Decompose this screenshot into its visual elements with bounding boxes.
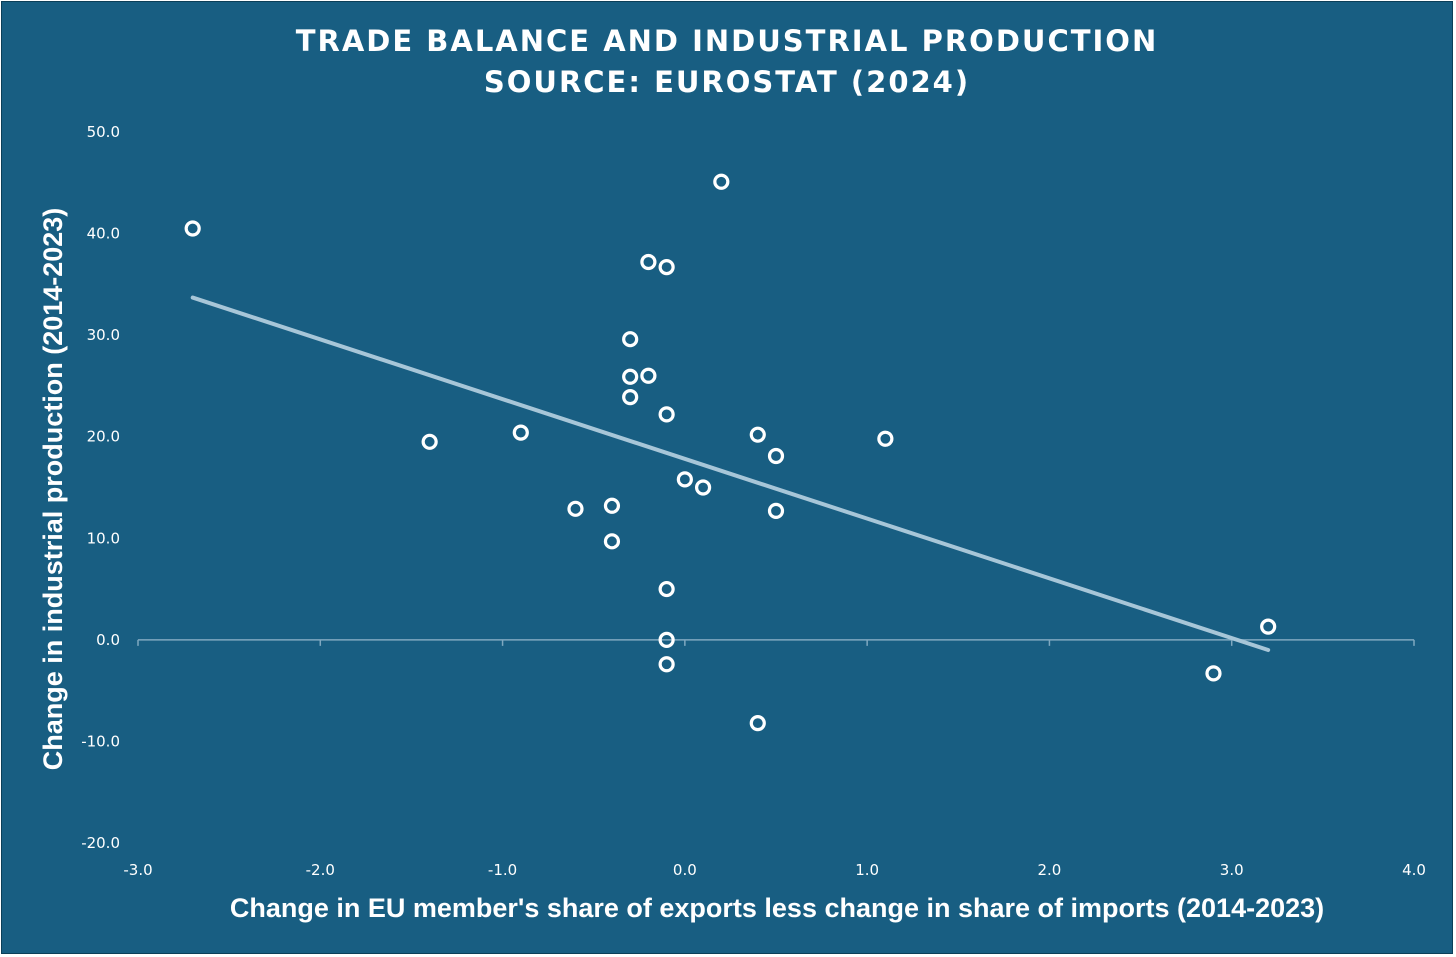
data-point xyxy=(567,500,584,517)
data-point xyxy=(767,447,785,465)
x-tick-label: -3.0 xyxy=(123,861,152,879)
axis-layer xyxy=(137,639,1415,646)
y-tick-label: 20.0 xyxy=(87,428,120,446)
x-tick-label: 2.0 xyxy=(1037,861,1061,879)
y-tick-label: 50.0 xyxy=(87,123,120,141)
data-point xyxy=(603,533,621,550)
data-points xyxy=(184,173,1277,732)
tick-labels: -3.0 -2.0 -1.0 0.0 1.0 2.0 3.0 4.0 50.0 40.0 30.0 2… xyxy=(81,123,1426,879)
x-axis-title: Change in EU member's share of exports l… xyxy=(230,893,1324,923)
data-point xyxy=(184,220,201,237)
y-axis-title: Change in industrial production (2014-20… xyxy=(38,208,68,771)
data-point xyxy=(877,430,894,447)
data-point xyxy=(749,426,766,443)
data-point xyxy=(622,389,639,406)
data-point xyxy=(658,631,675,648)
data-point xyxy=(421,433,438,450)
y-tick-label: 10.0 xyxy=(87,529,120,547)
data-point xyxy=(603,497,621,514)
data-point xyxy=(658,258,675,276)
data-point xyxy=(694,479,712,496)
data-point xyxy=(622,331,639,348)
x-tick-label: 4.0 xyxy=(1402,861,1426,879)
data-point xyxy=(1260,618,1277,635)
chart-subtitle: SOURCE: EUROSTAT (2024) xyxy=(483,65,971,99)
data-point xyxy=(658,580,675,598)
x-tick-label: -2.0 xyxy=(306,861,335,879)
data-point xyxy=(749,715,766,732)
data-point xyxy=(658,406,675,423)
data-point xyxy=(622,368,639,385)
y-tick-label: -20.0 xyxy=(81,834,120,852)
data-point xyxy=(676,471,693,488)
data-point xyxy=(713,173,730,190)
data-point xyxy=(767,502,785,519)
data-point xyxy=(512,424,529,441)
y-tick-label: 30.0 xyxy=(87,326,120,344)
data-point xyxy=(1205,665,1222,682)
x-tick-label: 1.0 xyxy=(855,861,879,879)
y-tick-label: -10.0 xyxy=(81,732,120,750)
x-tick-label: -1.0 xyxy=(488,861,517,879)
x-tick-label: 3.0 xyxy=(1220,861,1244,879)
data-point xyxy=(640,253,657,271)
y-tick-label: 0.0 xyxy=(96,631,120,649)
trendline xyxy=(190,295,1271,653)
data-point xyxy=(658,656,675,673)
data-point xyxy=(640,367,657,384)
chart-title: TRADE BALANCE AND INDUSTRIAL PRODUCTION xyxy=(295,24,1159,58)
y-tick-label: 40.0 xyxy=(87,225,120,243)
x-tick-label: 0.0 xyxy=(673,861,697,879)
trendline-layer xyxy=(190,295,1271,653)
